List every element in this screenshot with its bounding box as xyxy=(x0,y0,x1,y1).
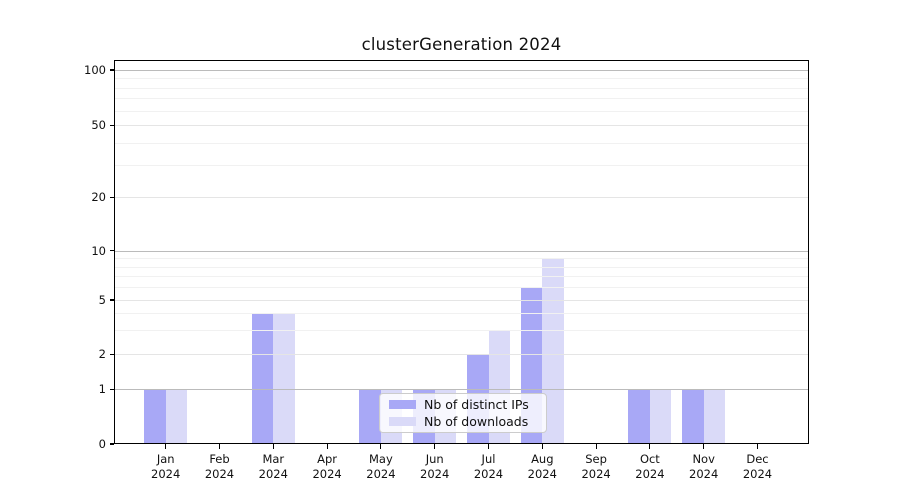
legend-label-downloads: Nb of downloads xyxy=(424,414,529,429)
x-tick-mark xyxy=(272,444,274,449)
y-tick-label-100: 100 xyxy=(84,63,106,77)
x-tick-mark xyxy=(218,444,221,449)
x-tick-mark xyxy=(541,444,543,449)
x-tick-label-may: May 2024 xyxy=(366,452,396,481)
y-tick-label-2: 2 xyxy=(98,347,106,362)
x-tick-label-oct: Oct 2024 xyxy=(635,452,665,481)
legend-swatch-distinct-ips xyxy=(389,399,416,410)
x-tick-mark xyxy=(165,444,167,449)
x-tick-mark xyxy=(326,444,328,449)
x-tick-label-nov: Nov 2024 xyxy=(689,452,719,481)
x-tick-mark xyxy=(756,444,759,449)
legend-label-distinct-ips: Nb of distinct IPs xyxy=(424,397,529,412)
y-tick-label-50: 50 xyxy=(91,118,106,133)
x-tick-mark xyxy=(434,444,436,449)
y-tick-label-10: 10 xyxy=(91,243,106,258)
x-tick-label-jul: Jul 2024 xyxy=(473,452,504,481)
x-tick-mark xyxy=(649,444,651,449)
y-tick-label-20: 20 xyxy=(91,190,106,205)
plot-frame xyxy=(114,60,809,444)
legend: Nb of distinct IPs Nb of downloads xyxy=(379,393,547,433)
x-tick-mark xyxy=(487,444,490,449)
y-tick-label-1: 1 xyxy=(98,382,106,397)
y-tick-label-0: 0 xyxy=(98,437,106,451)
legend-item-downloads: Nb of downloads xyxy=(380,413,546,430)
x-tick-label-jun: Jun 2024 xyxy=(420,452,450,481)
legend-swatch-downloads xyxy=(389,416,416,427)
x-tick-label-mar: Mar 2024 xyxy=(258,452,288,481)
x-tick-mark xyxy=(380,444,382,449)
x-tick-label-feb: Feb 2024 xyxy=(204,452,235,481)
x-tick-label-sep: Sep 2024 xyxy=(581,452,611,481)
x-tick-mark xyxy=(703,444,705,449)
x-tick-mark xyxy=(595,444,597,449)
y-tick-label-5: 5 xyxy=(98,293,106,307)
legend-item-distinct-ips: Nb of distinct IPs xyxy=(380,396,546,413)
x-tick-label-dec: Dec 2024 xyxy=(742,452,773,481)
chart-title: clusterGeneration 2024 xyxy=(361,35,562,54)
x-tick-label-apr: Apr 2024 xyxy=(312,452,342,481)
x-tick-label-aug: Aug 2024 xyxy=(527,452,557,481)
x-tick-label-jan: Jan 2024 xyxy=(151,452,181,481)
